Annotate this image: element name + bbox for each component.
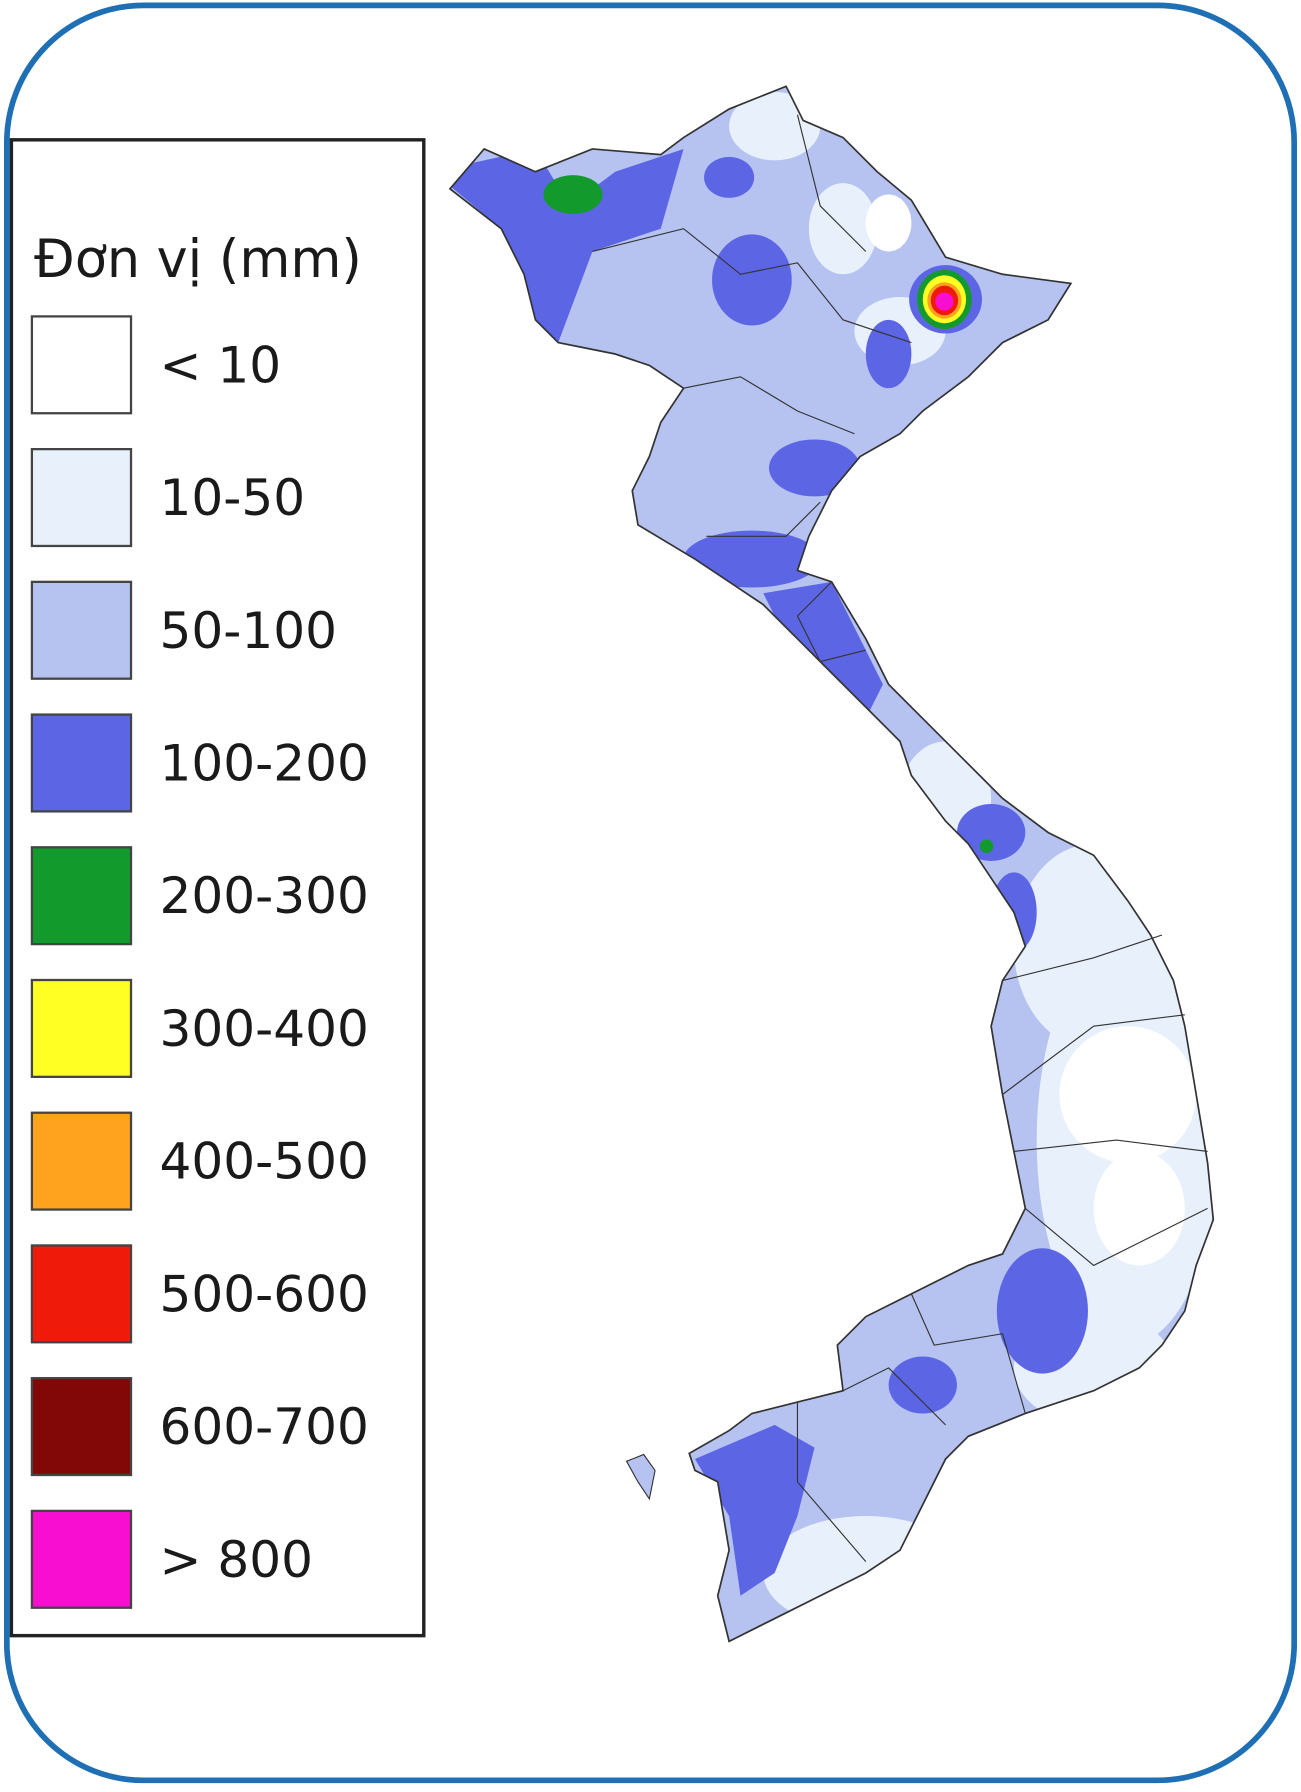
legend-label: 200-300 [159,866,368,925]
hotspot [909,265,983,334]
legend-label: 400-500 [159,1132,368,1191]
legend-swatch [30,978,133,1078]
legend-title: Đơn vị (mm) [34,229,362,290]
legend-label: > 800 [159,1530,313,1589]
legend-label: 300-400 [159,999,368,1058]
legend-swatch [30,315,133,415]
zone-200-300 [979,839,994,853]
legend-swatch [30,1377,133,1477]
legend-swatch [30,447,133,548]
zone-200-300 [543,175,603,214]
white-zones [865,194,1197,1266]
legend-label: 100-200 [159,733,368,792]
legend-swatch [30,713,133,813]
island [625,1453,656,1501]
legend-label: 10-50 [159,468,305,527]
legend-items: < 10 10-50 50-100 100-200 200-300 300-400 400-… [30,315,369,1609]
province-borders [592,114,1208,1562]
legend-swatch [30,1244,133,1344]
legend-label: 600-700 [159,1397,368,1456]
legend-swatch [30,1509,133,1609]
legend-swatch [30,1111,133,1211]
legend-label: < 10 [159,335,281,394]
legend-swatch [30,580,133,680]
legend-label: 500-600 [159,1264,368,1323]
legend-label: 50-100 [159,601,337,660]
legend-swatch [30,846,133,946]
heavy-zones [449,148,1088,1596]
